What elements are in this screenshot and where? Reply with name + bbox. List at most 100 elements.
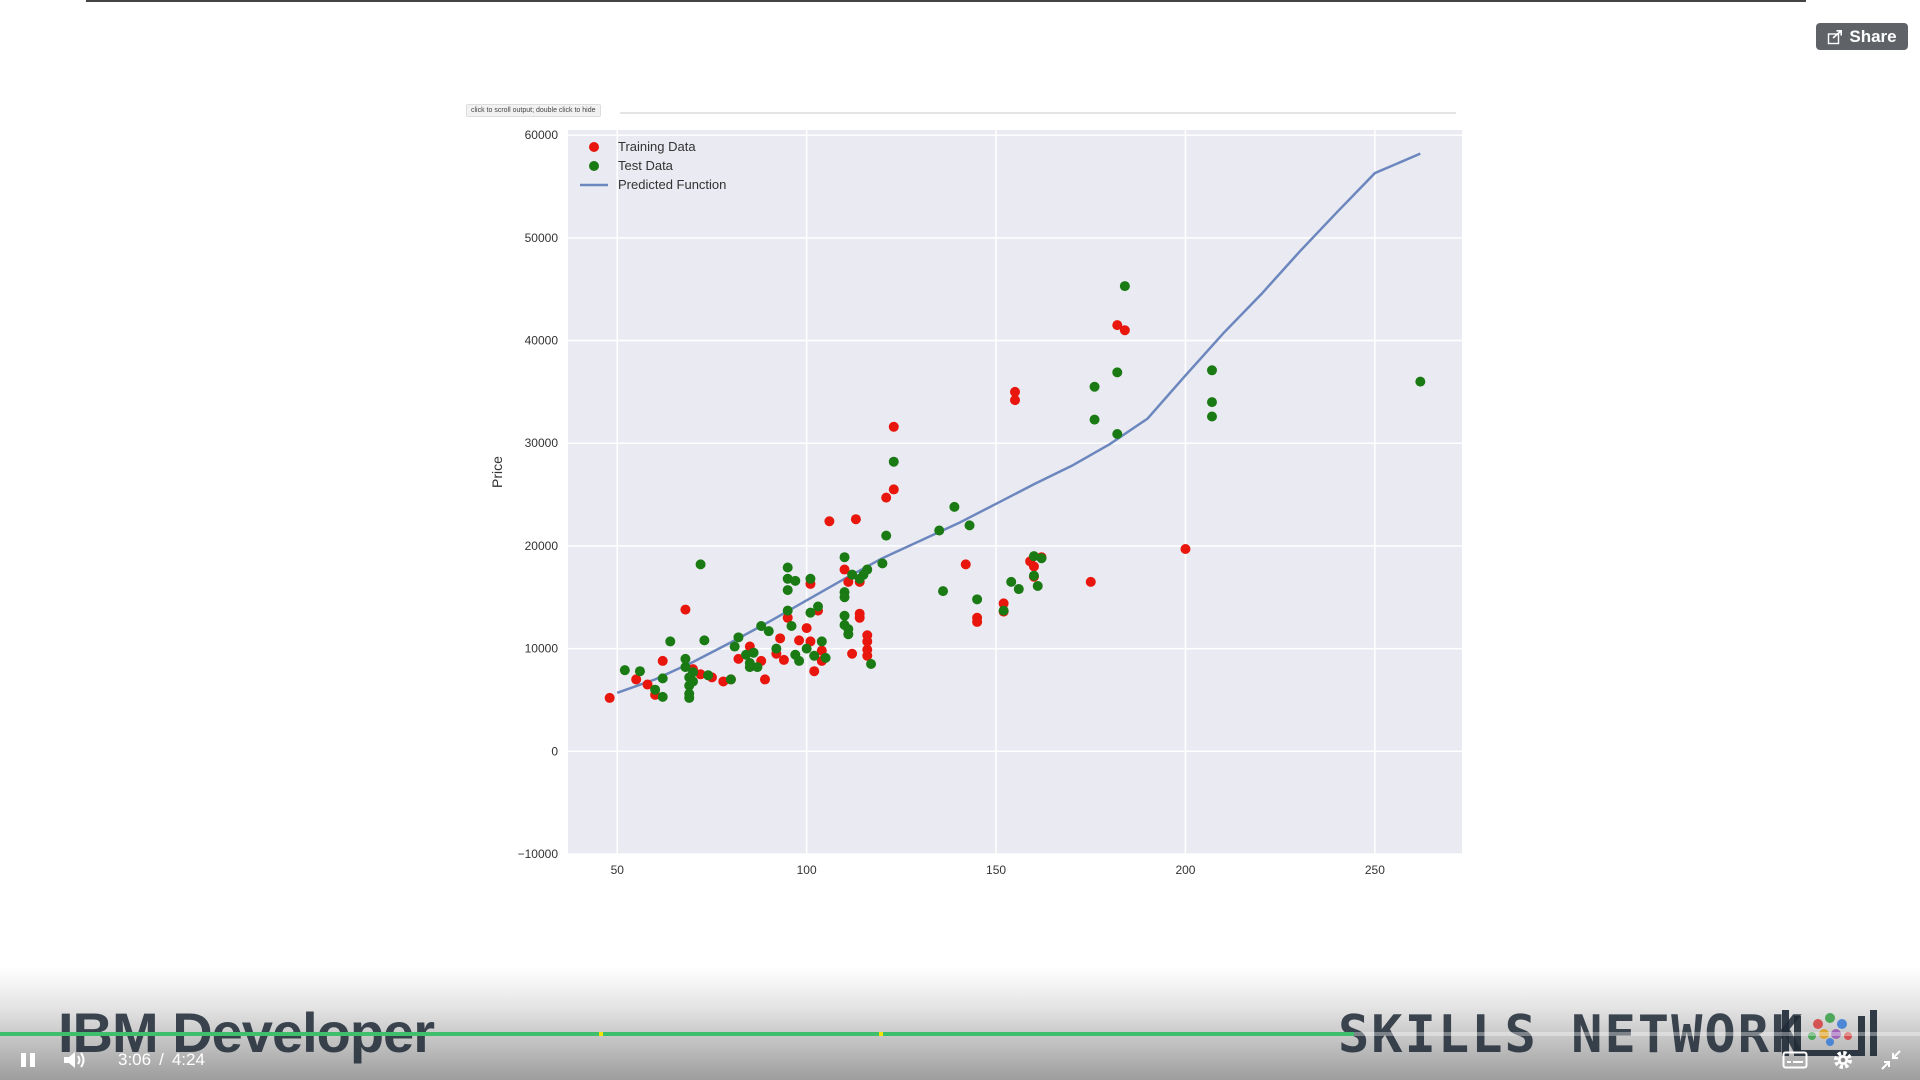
test-data-point [1112, 367, 1123, 378]
volume-button[interactable] [62, 1040, 90, 1080]
training-data-point [775, 633, 786, 644]
legend-label: Training Data [618, 139, 696, 154]
legend: Training Data Test Data Predicted Function [580, 139, 726, 192]
test-data-point [843, 629, 854, 640]
test-data-point [839, 552, 850, 563]
share-icon [1828, 29, 1843, 44]
training-data-point [1180, 543, 1191, 554]
training-data-point [972, 616, 983, 627]
test-data-point [809, 650, 820, 661]
training-data-point [718, 676, 729, 687]
training-data-point [1119, 325, 1130, 336]
scatter-chart: 50 100 150 200 250 −10000 0 10000 20000 30000 4000… [489, 128, 1462, 877]
legend-label: Predicted Function [618, 177, 726, 192]
test-data-point [1206, 411, 1217, 422]
progress-bar[interactable] [0, 1032, 1920, 1036]
test-data-point [805, 607, 816, 618]
training-data-point [881, 492, 892, 503]
duration: 4:24 [171, 1050, 205, 1069]
test-data-point [1089, 414, 1100, 425]
test-data-point [847, 569, 858, 580]
test-data-point [748, 647, 759, 658]
training-data-point [631, 674, 642, 685]
pause-icon [21, 1053, 35, 1067]
test-data-point [771, 643, 782, 654]
exit-fullscreen-button[interactable] [1880, 1040, 1908, 1080]
training-data-point [888, 421, 899, 432]
test-data-point [1415, 376, 1426, 387]
data-marks [604, 152, 1426, 703]
test-data-point [1013, 584, 1024, 595]
test-data-point [1032, 580, 1043, 591]
exit-fullscreen-icon [1881, 1050, 1901, 1070]
test-data-point [703, 670, 714, 681]
current-time: 3:06 [118, 1050, 152, 1069]
test-data-point [1006, 576, 1017, 587]
training-data-point [733, 653, 744, 664]
y-tick-label: 50000 [525, 231, 559, 245]
skills-network-logo [1782, 1010, 1877, 1056]
legend-marker-swatch [589, 161, 599, 171]
training-data-point [998, 598, 1009, 609]
training-data-point [778, 654, 789, 665]
training-data-point [642, 679, 653, 690]
test-data-point [938, 586, 949, 597]
test-data-point [972, 594, 983, 605]
training-data-point [604, 692, 615, 703]
test-data-point [934, 525, 945, 536]
training-data-point [862, 636, 873, 647]
predicted-function-line [616, 152, 1421, 694]
test-data-point [619, 665, 630, 676]
training-data-point [809, 666, 820, 677]
y-tick-label: −10000 [518, 847, 559, 861]
time-display: 3:06 / 4:24 [118, 1040, 205, 1080]
test-data-point [1036, 553, 1047, 564]
legend-marker-swatch [589, 142, 599, 152]
output-scroll-tooltip[interactable]: click to scroll output; double click to … [466, 104, 601, 117]
pause-button[interactable] [18, 1040, 42, 1080]
y-tick-label: 60000 [525, 128, 559, 142]
test-data-point [794, 655, 805, 666]
test-data-point [881, 530, 892, 541]
share-label: Share [1849, 26, 1897, 46]
test-data-point [665, 636, 676, 647]
training-data-point [850, 514, 861, 525]
x-tick-label: 150 [986, 863, 1006, 877]
training-data-point [1028, 561, 1039, 572]
test-data-point [820, 652, 831, 663]
training-data-point [801, 623, 812, 634]
y-tick-label: 20000 [525, 539, 559, 553]
volume-icon [64, 1052, 85, 1068]
training-data-point [888, 484, 899, 495]
test-data-point [699, 635, 710, 646]
training-data-point [862, 650, 873, 661]
test-data-point [862, 564, 873, 575]
progress-fill [0, 1032, 1354, 1036]
training-data-point [1010, 386, 1020, 397]
plot-area [568, 130, 1462, 854]
training-data-point [1112, 320, 1123, 331]
test-data-point [816, 636, 827, 647]
test-data-point [813, 601, 824, 612]
test-data-point [1112, 428, 1123, 439]
y-tick-label: 40000 [525, 334, 559, 348]
share-button[interactable]: Share [1816, 23, 1908, 50]
chapter-marker[interactable] [599, 1032, 604, 1036]
player-overlay [0, 968, 1920, 1080]
tick-labels: 50 100 150 200 250 −10000 0 10000 20000 30000 4000… [518, 128, 1386, 877]
captions-button[interactable] [1782, 1040, 1812, 1080]
test-data-point [782, 573, 793, 584]
settings-button[interactable] [1831, 1040, 1861, 1080]
test-data-point [805, 573, 816, 584]
test-data-point [657, 691, 668, 702]
training-data-point [695, 669, 706, 680]
test-data-point [684, 692, 695, 703]
chapter-marker[interactable] [879, 1032, 884, 1036]
test-data-point [741, 649, 752, 660]
test-data-point [888, 456, 899, 467]
test-data-point [1028, 570, 1039, 581]
test-data-point [688, 676, 699, 687]
test-data-point [634, 666, 645, 677]
test-data-point [1206, 365, 1217, 376]
test-data-point [998, 605, 1009, 616]
